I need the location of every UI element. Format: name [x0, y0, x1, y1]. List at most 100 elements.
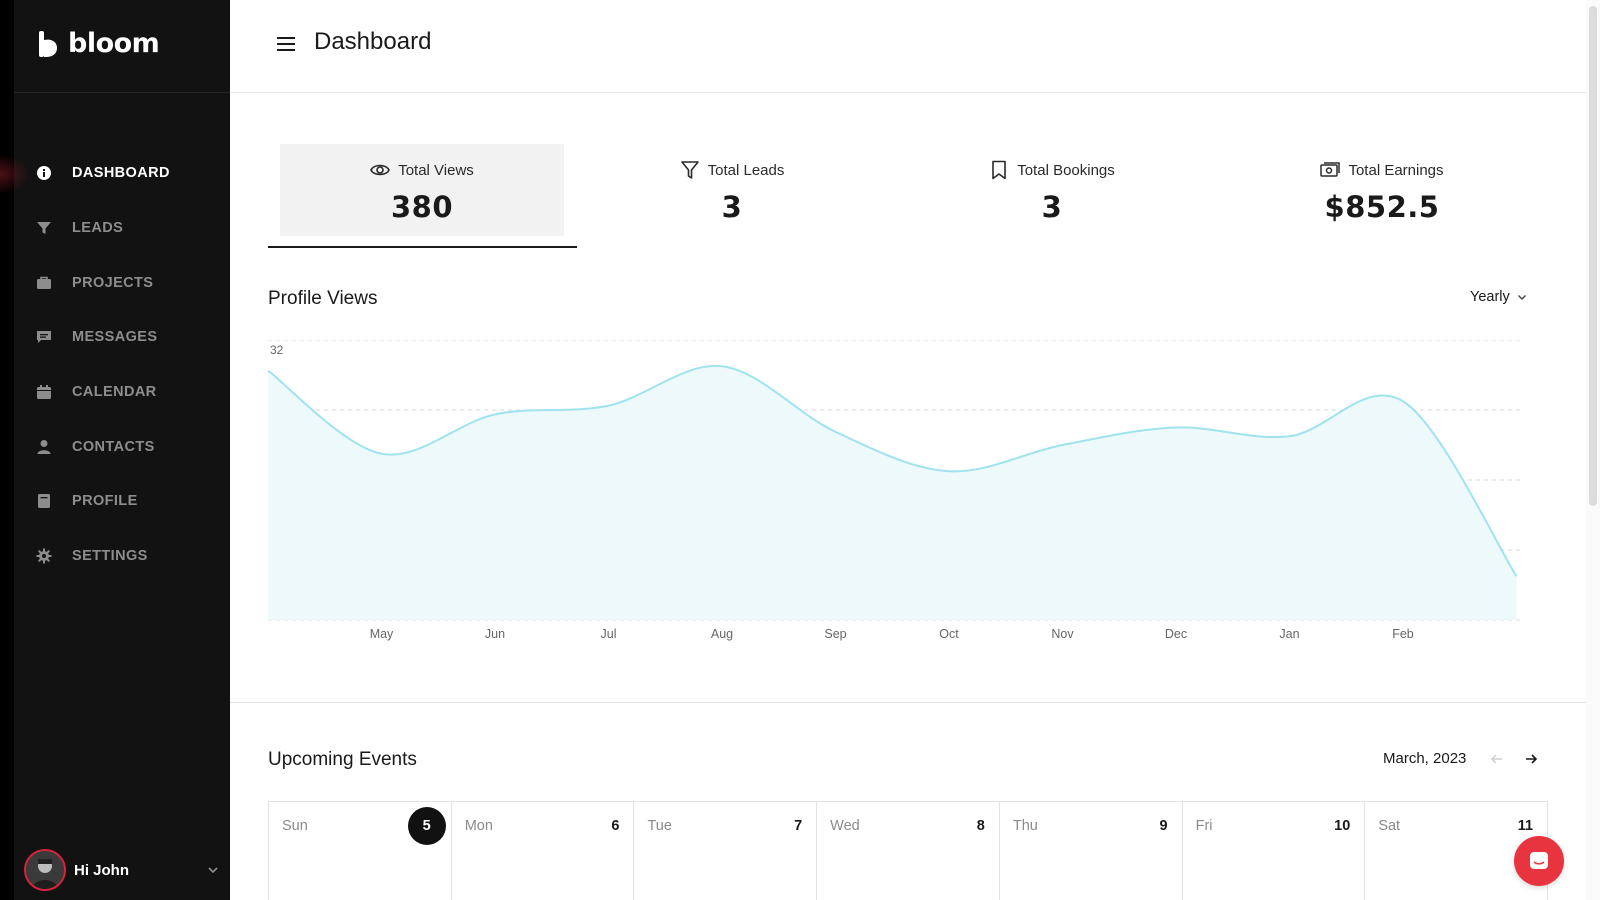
- arrow-left-icon: [1490, 754, 1502, 764]
- calendar-day-name: Sun: [282, 818, 308, 834]
- sidebar-item-projects[interactable]: PROJECTS: [14, 255, 230, 310]
- bookmark-icon: [992, 160, 1007, 180]
- calendar-day-name: Mon: [464, 818, 493, 834]
- active-stat-indicator: [268, 246, 577, 248]
- stat-total-leads[interactable]: Total Leads 3: [590, 144, 874, 236]
- stat-value: 3: [1041, 190, 1063, 224]
- chat-bubble-icon: [36, 329, 52, 345]
- window-edge: [0, 0, 14, 900]
- chat-icon: [1530, 852, 1548, 869]
- info-circle-icon: [36, 165, 52, 181]
- sidebar-item-label: CONTACTS: [72, 438, 155, 455]
- chart-x-tick-label: Nov: [1051, 627, 1074, 641]
- calendar-day-name: Tue: [647, 818, 672, 834]
- user-menu[interactable]: Hi John: [24, 848, 220, 892]
- stat-total-bookings[interactable]: Total Bookings 3: [910, 144, 1194, 236]
- stat-label: Total Earnings: [1348, 161, 1444, 179]
- chart-x-tick-label: Jul: [601, 627, 617, 641]
- calendar-day-mon[interactable]: Mon 6: [452, 802, 635, 900]
- sidebar-item-label: DASHBOARD: [72, 165, 170, 182]
- stat-value: 380: [390, 190, 454, 224]
- brand-name: bloom: [68, 28, 160, 59]
- calendar-day-tue[interactable]: Tue 7: [634, 802, 818, 900]
- stat-total-earnings[interactable]: Total Earnings $852.5: [1240, 144, 1524, 236]
- stat-total-views[interactable]: Total Views 380: [280, 144, 564, 236]
- sidebar: bloom DASHBOARD LEADS PROJECTS MESSAGES: [0, 0, 230, 900]
- chevron-down-icon: [1517, 295, 1526, 300]
- calendar-day-name: Wed: [830, 818, 860, 834]
- profile-views-chart: 8162432MayJunJulAugSepOctNovDecJanFeb: [267, 340, 1522, 641]
- stat-value: $852.5: [1324, 190, 1440, 224]
- sidebar-item-settings[interactable]: SETTINGS: [14, 529, 230, 584]
- eye-icon: [370, 164, 391, 176]
- calendar-icon: [36, 384, 52, 400]
- calendar-day-number: 9: [1159, 818, 1168, 834]
- chart-x-tick-label: Dec: [1165, 627, 1187, 641]
- avatar: [24, 849, 66, 891]
- stat-value: 3: [721, 190, 743, 224]
- scrollbar-thumb[interactable]: [1589, 6, 1597, 506]
- calendar-month-label: March, 2023: [1383, 750, 1467, 767]
- chart-x-tick-label: Sep: [824, 627, 846, 641]
- sidebar-item-label: PROJECTS: [72, 274, 154, 291]
- stat-label: Total Bookings: [1017, 161, 1115, 179]
- chart-x-tick-label: May: [370, 627, 394, 641]
- chart-series-line: [267, 364, 1518, 577]
- upcoming-events-title: Upcoming Events: [268, 749, 417, 770]
- calendar-day-number: 7: [794, 818, 803, 834]
- calendar-day-number: 10: [1334, 818, 1351, 834]
- brand[interactable]: bloom: [38, 28, 160, 59]
- top-header: Dashboard: [230, 0, 1586, 93]
- stat-label-row: Total Bookings: [989, 160, 1115, 180]
- calendar-day-thu[interactable]: Thu 9: [1000, 802, 1183, 900]
- sidebar-item-label: MESSAGES: [72, 329, 158, 346]
- period-select-label: Yearly: [1470, 289, 1510, 305]
- calendar-day-sun[interactable]: Sun 5: [269, 802, 452, 900]
- calendar-day-wed[interactable]: Wed 8: [817, 802, 1000, 900]
- sidebar-item-label: LEADS: [72, 220, 124, 237]
- gear-icon: [36, 548, 52, 564]
- person-icon: [36, 439, 52, 455]
- chart-x-tick-label: Oct: [939, 627, 959, 641]
- calendar-day-number-today: 5: [407, 807, 446, 845]
- profile-views-title: Profile Views: [268, 288, 378, 309]
- sidebar-nav: DASHBOARD LEADS PROJECTS MESSAGES CALEND…: [0, 146, 230, 584]
- calendar-day-number: 11: [1517, 818, 1534, 834]
- bloom-logo-icon: [39, 30, 57, 57]
- page-title: Dashboard: [314, 28, 432, 55]
- calendar-day-name: Thu: [1012, 818, 1038, 834]
- calendar-day-name: Sat: [1378, 818, 1401, 834]
- sidebar-item-calendar[interactable]: CALENDAR: [14, 365, 230, 420]
- stat-label: Total Views: [398, 161, 474, 179]
- chat-launcher-button[interactable]: [1514, 836, 1564, 886]
- money-icon: [1320, 162, 1341, 177]
- calendar-prev-button[interactable]: [1488, 750, 1506, 768]
- arrow-right-icon: [1526, 754, 1538, 764]
- briefcase-icon: [36, 275, 52, 291]
- chart-x-tick-label: Jun: [485, 627, 505, 641]
- sidebar-item-label: CALENDAR: [72, 384, 157, 401]
- chart-area-fill: [268, 365, 1517, 620]
- calendar-next-button[interactable]: [1522, 750, 1540, 768]
- stat-label-row: Total Leads: [680, 160, 785, 180]
- period-select[interactable]: Yearly: [1470, 289, 1528, 305]
- calendar-day-number: 8: [976, 818, 985, 834]
- hamburger-menu-icon[interactable]: [276, 35, 296, 53]
- chevron-down-icon: [208, 867, 218, 874]
- user-greeting: Hi John: [74, 861, 129, 879]
- page-scrollbar[interactable]: [1586, 0, 1600, 900]
- sidebar-item-leads[interactable]: LEADS: [14, 201, 230, 256]
- stat-label-row: Total Views: [370, 160, 474, 180]
- sidebar-item-label: SETTINGS: [72, 548, 148, 565]
- calendar-day-fri[interactable]: Fri 10: [1183, 802, 1366, 900]
- chart-x-tick-label: Jan: [1279, 627, 1299, 641]
- sidebar-item-contacts[interactable]: CONTACTS: [14, 419, 230, 474]
- chart-x-tick-label: Feb: [1392, 627, 1414, 641]
- stat-label: Total Leads: [707, 161, 785, 179]
- sidebar-item-messages[interactable]: MESSAGES: [14, 310, 230, 365]
- sidebar-item-label: PROFILE: [72, 493, 138, 510]
- funnel-icon: [36, 220, 52, 236]
- sidebar-item-dashboard[interactable]: DASHBOARD: [0, 146, 230, 201]
- id-card-icon: [36, 493, 52, 509]
- sidebar-item-profile[interactable]: PROFILE: [14, 474, 230, 529]
